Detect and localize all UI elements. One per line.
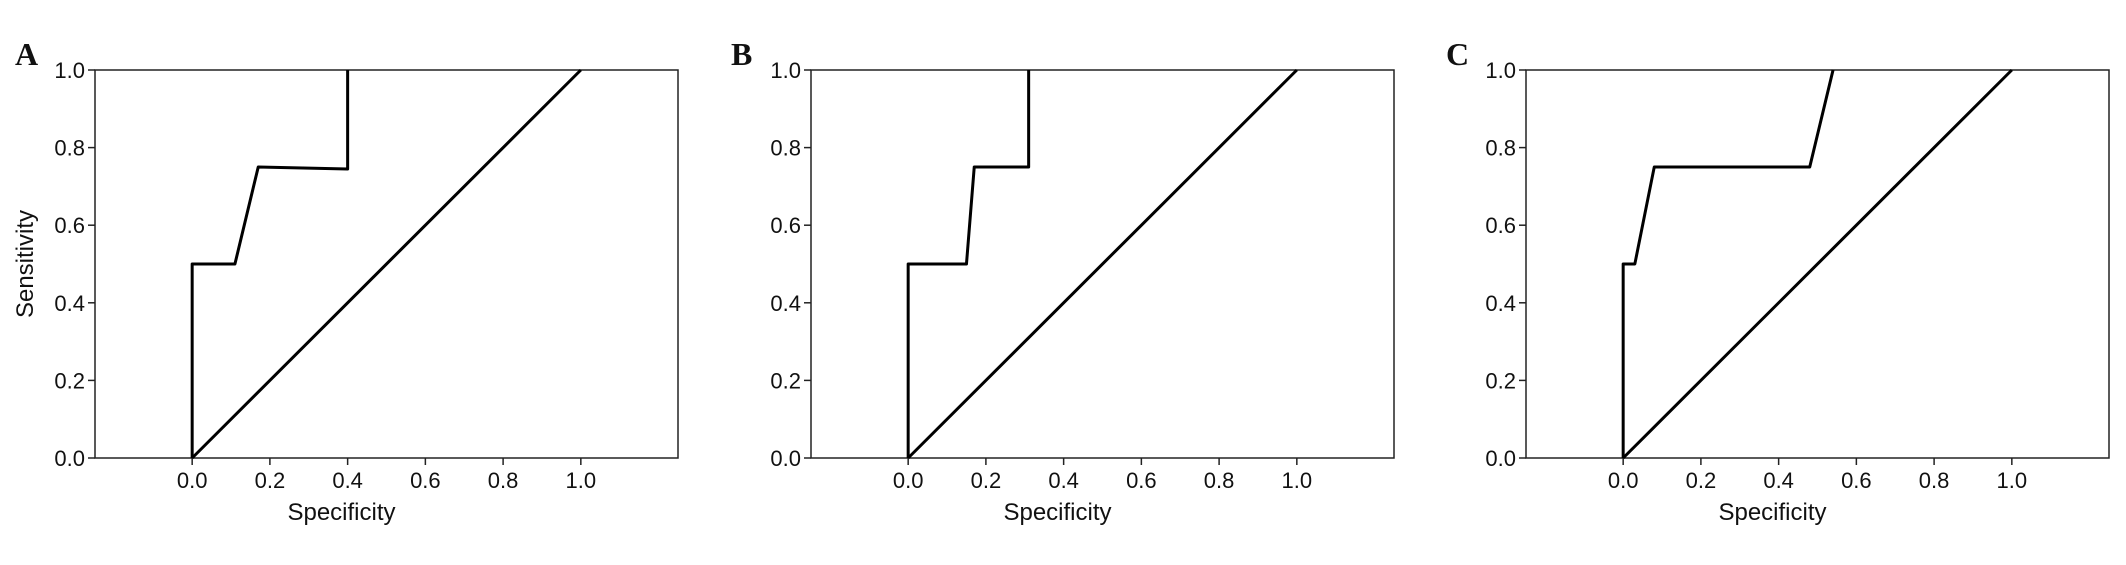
roc-line bbox=[1621, 69, 1835, 458]
plot-frame bbox=[1525, 69, 2110, 459]
x-tick-label: 0.6 bbox=[1841, 468, 1872, 493]
plot-frame bbox=[810, 69, 1395, 459]
y-tick-label: 0.2 bbox=[54, 368, 85, 393]
x-tick-label: 0.0 bbox=[177, 468, 208, 493]
x-tick-label: 0.8 bbox=[488, 468, 519, 493]
x-tick-label: 0.6 bbox=[410, 468, 441, 493]
x-tick-label: 0.0 bbox=[1608, 468, 1639, 493]
x-axis-title: Specificity bbox=[1003, 499, 1111, 526]
y-tick-label: 0.0 bbox=[1485, 446, 1516, 471]
y-tick-label: 0.0 bbox=[770, 446, 801, 471]
x-tick-label: 0.8 bbox=[1919, 468, 1950, 493]
x-tick-label: 0.0 bbox=[893, 468, 924, 493]
panel-label: A bbox=[15, 36, 38, 72]
y-tick-label: 1.0 bbox=[1485, 58, 1516, 83]
x-axis-title: Specificity bbox=[287, 499, 395, 526]
x-tick-label: 0.4 bbox=[332, 468, 363, 493]
x-tick-label: 0.2 bbox=[971, 468, 1002, 493]
y-tick-label: 0.2 bbox=[770, 368, 801, 393]
roc-line bbox=[907, 68, 1298, 460]
x-tick-label: 0.2 bbox=[1686, 468, 1717, 493]
y-axis-title: Sensitivity bbox=[12, 210, 39, 318]
y-tick-label: 0.0 bbox=[54, 446, 85, 471]
y-tick-label: 0.4 bbox=[1485, 291, 1516, 316]
panel-label: B bbox=[731, 36, 752, 72]
y-tick-label: 0.4 bbox=[770, 291, 801, 316]
x-tick-label: 0.4 bbox=[1048, 468, 1079, 493]
y-tick-label: 0.6 bbox=[770, 213, 801, 238]
y-tick-label: 1.0 bbox=[54, 58, 85, 83]
y-tick-label: 0.8 bbox=[1485, 136, 1516, 161]
y-tick-label: 0.6 bbox=[1485, 213, 1516, 238]
x-tick-label: 0.6 bbox=[1126, 468, 1157, 493]
roc-line bbox=[190, 70, 350, 458]
panel-label: C bbox=[1446, 36, 1469, 72]
roc-line bbox=[191, 68, 582, 460]
y-tick-label: 0.6 bbox=[54, 213, 85, 238]
roc-line bbox=[906, 70, 1031, 458]
x-tick-label: 1.0 bbox=[1997, 468, 2028, 493]
x-tick-label: 1.0 bbox=[1282, 468, 1313, 493]
y-tick-label: 0.8 bbox=[54, 136, 85, 161]
roc-line bbox=[1622, 68, 2013, 460]
y-tick-label: 0.8 bbox=[770, 136, 801, 161]
x-axis-title: Specificity bbox=[1718, 499, 1826, 526]
plot-frame bbox=[94, 69, 679, 459]
x-tick-label: 1.0 bbox=[566, 468, 597, 493]
x-tick-label: 0.4 bbox=[1763, 468, 1794, 493]
x-tick-label: 0.2 bbox=[255, 468, 286, 493]
y-tick-label: 0.2 bbox=[1485, 368, 1516, 393]
y-tick-label: 0.4 bbox=[54, 291, 85, 316]
x-tick-label: 0.8 bbox=[1204, 468, 1235, 493]
y-tick-label: 1.0 bbox=[770, 58, 801, 83]
